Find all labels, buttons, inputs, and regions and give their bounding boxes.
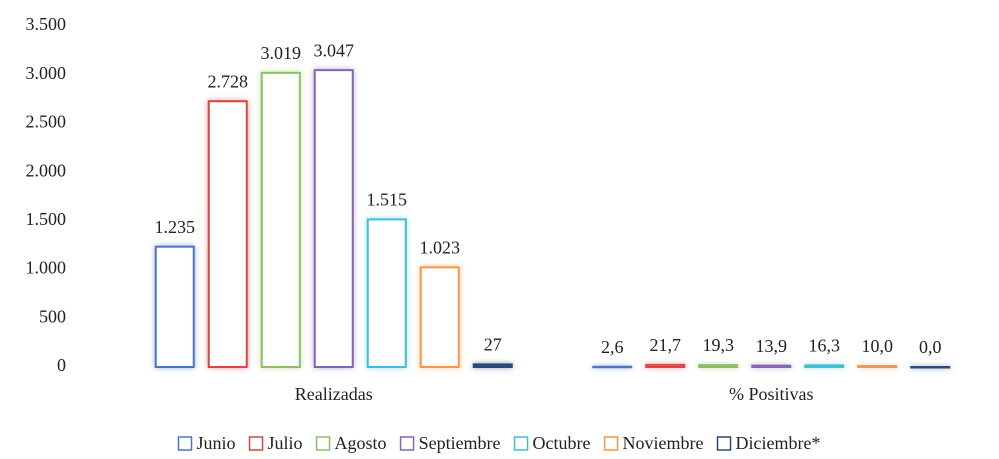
legend-swatch	[177, 436, 193, 451]
legend-label: Julio	[268, 433, 303, 453]
y-tick-label: 0	[57, 355, 66, 375]
y-tick-label: 1.000	[26, 258, 67, 278]
value-label: 16,3	[809, 336, 841, 356]
value-label: 1.515	[367, 190, 408, 210]
value-label: 3.047	[314, 40, 355, 60]
legend-swatch	[248, 436, 264, 451]
value-label: 1.023	[420, 237, 461, 257]
value-label: 0,0	[919, 337, 942, 357]
bar	[313, 69, 354, 369]
x-tick-label: % Positivas	[729, 384, 814, 404]
y-tick-label: 2.500	[26, 112, 67, 132]
bar	[592, 365, 633, 369]
legend-label: Septiembre	[419, 433, 501, 453]
bar	[207, 100, 248, 369]
bar	[154, 245, 195, 369]
bar	[910, 366, 951, 369]
legend-label: Octubre	[533, 433, 591, 453]
value-label: 27	[484, 334, 502, 354]
legend-swatch	[716, 436, 732, 451]
value-label: 1.235	[155, 217, 196, 237]
value-label: 10,0	[862, 336, 894, 356]
legend-label: Noviembre	[623, 433, 704, 453]
y-tick-label: 3.500	[26, 14, 67, 34]
legend-label: Agosto	[335, 433, 387, 453]
y-tick-label: 3.000	[26, 63, 67, 83]
value-label: 2,6	[601, 337, 624, 357]
bar	[472, 363, 513, 368]
bar	[645, 363, 686, 369]
x-tick-label: Realizadas	[295, 384, 373, 404]
value-label: 21,7	[650, 335, 682, 355]
value-label: 13,9	[756, 336, 788, 356]
bar	[419, 266, 460, 368]
legend: Junio Julio Agosto Septiembre Octubre Noviemb…	[177, 433, 821, 453]
bar	[260, 71, 301, 369]
legend-label: Junio	[197, 433, 236, 453]
y-tick-label: 500	[39, 306, 66, 326]
value-label: 19,3	[703, 335, 735, 355]
legend-label: Diciembre*	[736, 433, 821, 453]
y-tick-label: 2.000	[26, 160, 67, 180]
bar	[804, 364, 845, 369]
y-tick-label: 1.500	[26, 209, 67, 229]
value-label: 3.019	[261, 43, 302, 63]
bar	[857, 365, 898, 369]
legend-swatch	[315, 436, 331, 451]
bar	[366, 218, 407, 368]
legend-swatch	[603, 436, 619, 451]
bar	[698, 364, 739, 369]
value-label: 2.728	[208, 71, 249, 91]
bar	[751, 364, 792, 369]
legend-swatch	[399, 436, 415, 451]
legend-swatch	[513, 436, 529, 451]
